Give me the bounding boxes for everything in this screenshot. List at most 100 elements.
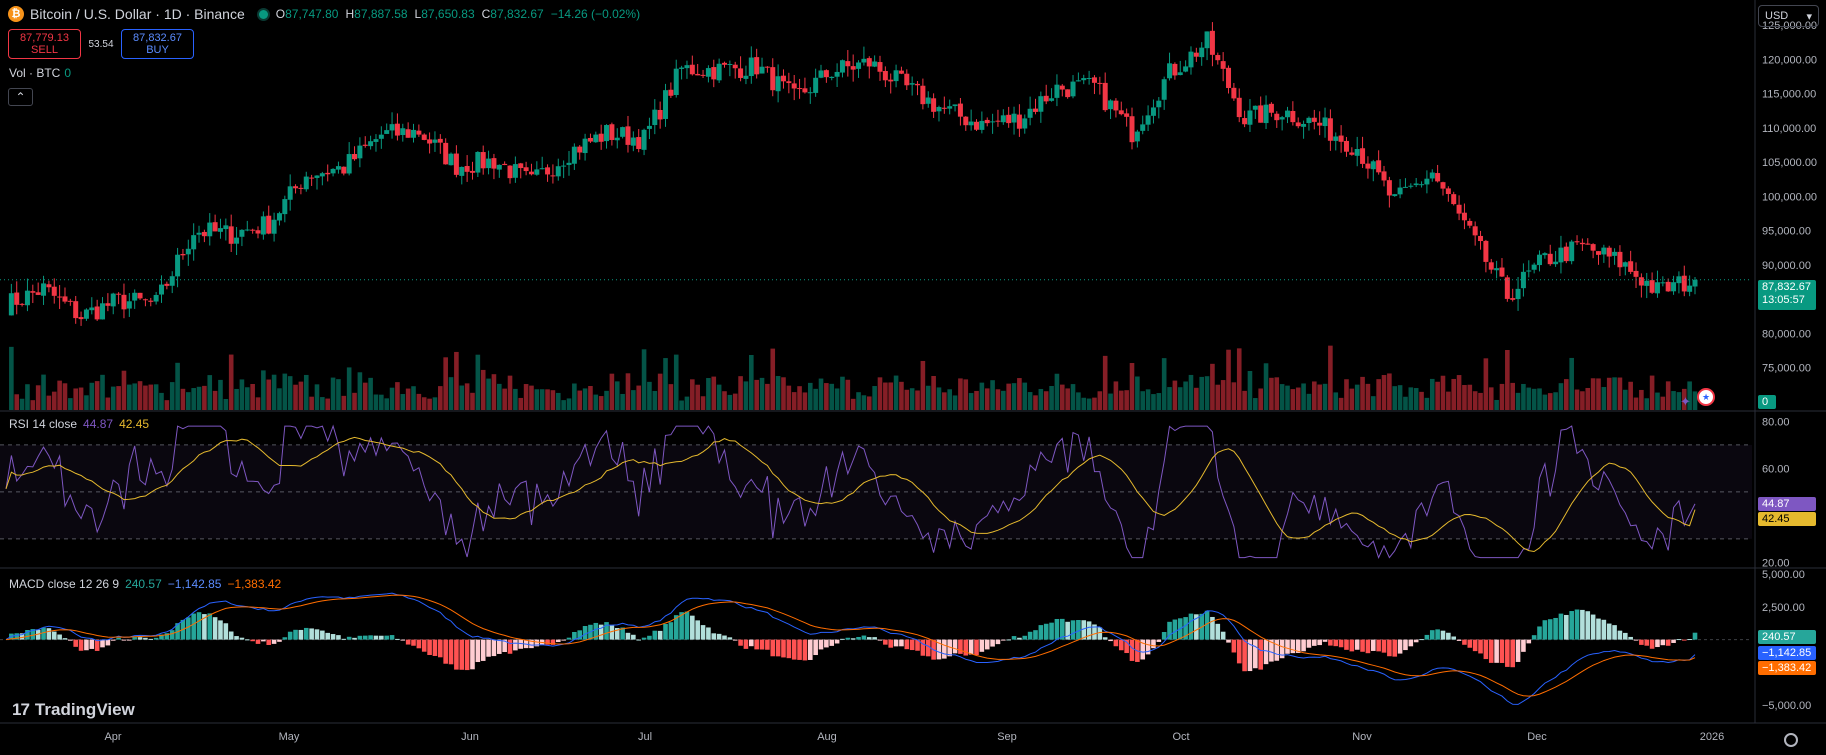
macd-histogram-bar (904, 639, 910, 650)
volume-bar (1370, 396, 1376, 410)
volume-bar (1054, 373, 1060, 410)
candle-body (1317, 122, 1323, 126)
candle-body (587, 137, 593, 142)
candle-body (1590, 244, 1596, 251)
sell-button[interactable]: 87,779.13 SELL (8, 29, 81, 59)
rsi-band (0, 444, 1752, 539)
volume-bar (759, 377, 765, 410)
candle-body (909, 83, 915, 85)
candle-body (282, 199, 288, 215)
macd-histogram-bar (1387, 639, 1392, 657)
macd-histogram-bar (1033, 630, 1038, 640)
candle-body (1231, 87, 1237, 99)
macd-histogram-bar (1204, 610, 1210, 640)
symbol-title[interactable]: Bitcoin / U.S. Dollar · 1D · Binance (30, 6, 245, 22)
volume-bar (432, 397, 438, 410)
settings-gear-icon[interactable] (1784, 733, 1798, 747)
rsi-ma-value: 42.45 (119, 417, 150, 431)
macd-histogram-bar (1253, 639, 1258, 669)
candle-body (856, 62, 862, 69)
candle-body (244, 229, 250, 231)
sparkle-icon[interactable]: ✦ (1680, 394, 1691, 409)
volume-bar (1547, 393, 1553, 410)
macd-histogram-bar (496, 639, 502, 654)
rsi-legend[interactable]: RSI 14 close 44.87 42.45 (9, 417, 149, 431)
volume-bar (68, 398, 73, 410)
volume-bar (845, 379, 851, 410)
low-label: L (414, 7, 422, 21)
macd-histogram-bar (271, 639, 277, 644)
volume-bar (212, 390, 218, 410)
volume-bar (1145, 389, 1151, 410)
candle-body (689, 64, 695, 75)
candle-body (1553, 261, 1559, 265)
candle-body (957, 103, 963, 117)
macd-histogram-bar (1038, 625, 1044, 640)
candle-body (941, 107, 947, 109)
macd-legend[interactable]: MACD close 12 26 9 240.57 −1,142.85 −1,383.… (9, 577, 281, 591)
rsi-axis-tick: 80.00 (1762, 416, 1790, 428)
candle-body (748, 57, 754, 77)
collapse-legend-button[interactable]: ⌃ (8, 88, 33, 106)
volume-bar (1542, 394, 1548, 410)
spread-value: 53.54 (88, 38, 114, 50)
macd-histogram-bar (1322, 639, 1328, 642)
macd-histogram-bar (255, 639, 261, 644)
volume-bar (357, 372, 363, 410)
volume-bar (1628, 381, 1633, 410)
macd-histogram-bar (1478, 639, 1483, 654)
volume-bar (362, 382, 368, 410)
currency-selector[interactable]: USD ▾ (1758, 5, 1819, 27)
candle-body (1413, 183, 1419, 186)
macd-histogram-bar (362, 635, 368, 640)
candle-body (1338, 135, 1344, 142)
candle-body (679, 67, 685, 69)
candle-body (925, 97, 931, 104)
candle-body (373, 139, 379, 142)
candle-body (1167, 63, 1173, 79)
macd-histogram-bar (1521, 639, 1526, 652)
candle-body (1660, 282, 1666, 284)
macd-histogram-bar (1376, 639, 1381, 652)
candle-body (255, 230, 261, 234)
volume-bar (995, 389, 1001, 410)
macd-histogram-bar (1054, 618, 1060, 640)
volume-bar (1027, 392, 1033, 410)
volume-bar (904, 389, 910, 410)
macd-histogram-bar (1022, 635, 1028, 640)
time-axis-tick: Jul (638, 731, 652, 743)
volume-bar (250, 384, 255, 410)
macd-histogram-bar (368, 635, 373, 640)
macd-histogram-bar (89, 639, 95, 649)
candle-body (1585, 243, 1591, 245)
macd-histogram-bar (770, 639, 776, 657)
volume-bar (631, 390, 636, 410)
macd-histogram-bar (952, 639, 958, 654)
volume-bar (609, 373, 615, 410)
volume-bar (1328, 345, 1333, 410)
volume-bar (1183, 381, 1188, 410)
volume-bar (1226, 349, 1231, 410)
volume-bar (239, 379, 245, 410)
macd-histogram-bar (1059, 618, 1065, 640)
candle-body (1665, 281, 1671, 292)
candle-body (1461, 212, 1467, 221)
macd-histogram-bar (116, 637, 121, 640)
candle-body (1054, 84, 1060, 98)
volume-bar (1258, 388, 1263, 410)
volume-bar (454, 351, 459, 410)
volume-bar (1263, 363, 1269, 410)
rsi-axis-tick: 60.00 (1762, 463, 1790, 475)
ohlc-values: O87,747.80 H87,887.58 L87,650.83 C87,832… (276, 7, 640, 21)
chevron-down-icon: ▾ (1806, 10, 1812, 23)
macd-histogram-bar (786, 639, 792, 659)
candle-body (872, 61, 878, 67)
volume-legend[interactable]: Vol · BTC 0 (9, 66, 71, 80)
us-flag-icon[interactable]: ★ (1697, 388, 1715, 406)
buy-button[interactable]: 87,832.67 BUY (121, 29, 194, 59)
volume-bar (990, 380, 995, 410)
macd-histogram-bar (1558, 613, 1564, 640)
volume-bar (979, 382, 985, 410)
candle-body (1027, 108, 1033, 118)
